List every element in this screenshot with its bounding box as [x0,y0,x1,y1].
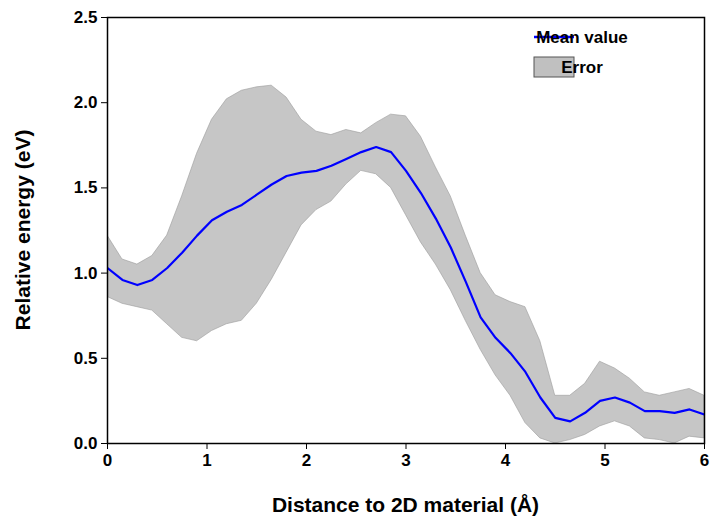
svg-text:Distance to 2D material (Å): Distance to 2D material (Å) [272,493,539,516]
svg-text:Relative energy (eV): Relative energy (eV) [11,130,34,331]
svg-text:0.5: 0.5 [74,349,98,368]
svg-text:2.0: 2.0 [74,93,98,112]
svg-text:4: 4 [501,451,511,470]
svg-text:Mean value: Mean value [536,28,628,47]
svg-text:1.0: 1.0 [74,264,98,283]
svg-text:0: 0 [103,451,112,470]
svg-text:0.0: 0.0 [74,434,98,453]
svg-text:1: 1 [202,451,211,470]
svg-text:2: 2 [302,451,311,470]
svg-text:Error: Error [561,58,603,77]
svg-text:5: 5 [600,451,609,470]
svg-text:6: 6 [700,451,709,470]
svg-text:2.5: 2.5 [74,8,98,27]
svg-text:1.5: 1.5 [74,178,98,197]
svg-text:3: 3 [401,451,410,470]
